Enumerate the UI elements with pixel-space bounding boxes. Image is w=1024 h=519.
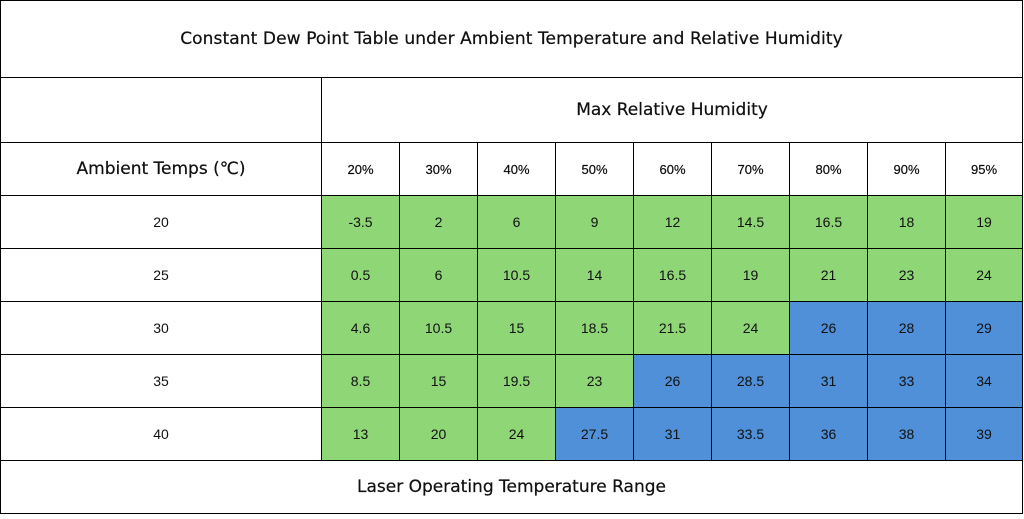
dew-point-cell: -3.5 bbox=[321, 195, 400, 249]
dew-point-cell: 26 bbox=[789, 301, 868, 355]
ambient-temp-cell: 35 bbox=[0, 354, 322, 408]
dew-point-cell: 14.5 bbox=[711, 195, 790, 249]
humidity-header-row: Max Relative Humidity bbox=[0, 77, 1023, 143]
dew-point-cell: 21 bbox=[789, 248, 868, 302]
table-row: 35 8.5 15 19.5 23 26 28.5 31 33 34 bbox=[0, 354, 1023, 408]
dew-point-cell: 16.5 bbox=[633, 248, 712, 302]
humidity-columns-row: Ambient Temps (℃) 20% 30% 40% 50% 60% 70% 80% 9… bbox=[0, 142, 1023, 196]
dew-point-cell: 18.5 bbox=[555, 301, 634, 355]
dew-point-cell: 15 bbox=[399, 354, 478, 408]
dew-point-cell: 27.5 bbox=[555, 407, 634, 461]
humidity-column-header: 80% bbox=[789, 142, 868, 196]
dew-point-cell: 6 bbox=[399, 248, 478, 302]
humidity-column-header: 50% bbox=[555, 142, 634, 196]
ambient-temp-cell: 30 bbox=[0, 301, 322, 355]
dew-point-cell: 26 bbox=[633, 354, 712, 408]
dew-point-cell: 36 bbox=[789, 407, 868, 461]
table-row: 40 13 20 24 27.5 31 33.5 36 38 39 bbox=[0, 407, 1023, 461]
table-footer: Laser Operating Temperature Range bbox=[0, 460, 1023, 514]
footer-row: Laser Operating Temperature Range bbox=[0, 460, 1023, 514]
dew-point-cell: 39 bbox=[945, 407, 1023, 461]
dew-point-cell: 16.5 bbox=[789, 195, 868, 249]
dew-point-cell: 23 bbox=[867, 248, 946, 302]
dew-point-cell: 34 bbox=[945, 354, 1023, 408]
dew-point-cell: 0.5 bbox=[321, 248, 400, 302]
table-title: Constant Dew Point Table under Ambient T… bbox=[0, 0, 1023, 78]
ambient-temp-cell: 40 bbox=[0, 407, 322, 461]
dew-point-cell: 4.6 bbox=[321, 301, 400, 355]
dew-point-cell: 24 bbox=[477, 407, 556, 461]
dew-point-cell: 28 bbox=[867, 301, 946, 355]
title-row: Constant Dew Point Table under Ambient T… bbox=[0, 0, 1023, 78]
humidity-column-header: 90% bbox=[867, 142, 946, 196]
dew-point-cell: 31 bbox=[633, 407, 712, 461]
dew-point-cell: 20 bbox=[399, 407, 478, 461]
dew-point-cell: 9 bbox=[555, 195, 634, 249]
dew-point-cell: 38 bbox=[867, 407, 946, 461]
humidity-column-header: 40% bbox=[477, 142, 556, 196]
empty-corner-cell bbox=[0, 77, 322, 143]
dew-point-cell: 24 bbox=[945, 248, 1023, 302]
ambient-temp-cell: 25 bbox=[0, 248, 322, 302]
dew-point-cell: 19 bbox=[711, 248, 790, 302]
dew-point-cell: 31 bbox=[789, 354, 868, 408]
table-row: 30 4.6 10.5 15 18.5 21.5 24 26 28 29 bbox=[0, 301, 1023, 355]
dew-point-cell: 10.5 bbox=[477, 248, 556, 302]
table-row: 25 0.5 6 10.5 14 16.5 19 21 23 24 bbox=[0, 248, 1023, 302]
dew-point-cell: 14 bbox=[555, 248, 634, 302]
dew-point-cell: 29 bbox=[945, 301, 1023, 355]
dew-point-cell: 21.5 bbox=[633, 301, 712, 355]
dew-point-cell: 33 bbox=[867, 354, 946, 408]
dew-point-cell: 23 bbox=[555, 354, 634, 408]
dew-point-cell: 18 bbox=[867, 195, 946, 249]
humidity-column-header: 60% bbox=[633, 142, 712, 196]
humidity-column-header: 30% bbox=[399, 142, 478, 196]
dew-point-cell: 10.5 bbox=[399, 301, 478, 355]
dew-point-cell: 12 bbox=[633, 195, 712, 249]
dew-point-cell: 6 bbox=[477, 195, 556, 249]
humidity-column-header: 70% bbox=[711, 142, 790, 196]
table-row: 20 -3.5 2 6 9 12 14.5 16.5 18 19 bbox=[0, 195, 1023, 249]
dew-point-cell: 15 bbox=[477, 301, 556, 355]
dew-point-cell: 19 bbox=[945, 195, 1023, 249]
ambient-temps-header: Ambient Temps (℃) bbox=[0, 142, 322, 196]
dew-point-cell: 28.5 bbox=[711, 354, 790, 408]
dew-point-cell: 24 bbox=[711, 301, 790, 355]
humidity-header: Max Relative Humidity bbox=[321, 77, 1023, 143]
humidity-column-header: 95% bbox=[945, 142, 1023, 196]
dew-point-cell: 2 bbox=[399, 195, 478, 249]
dew-point-cell: 33.5 bbox=[711, 407, 790, 461]
dew-point-cell: 8.5 bbox=[321, 354, 400, 408]
dew-point-cell: 13 bbox=[321, 407, 400, 461]
ambient-temp-cell: 20 bbox=[0, 195, 322, 249]
humidity-column-header: 20% bbox=[321, 142, 400, 196]
dew-point-cell: 19.5 bbox=[477, 354, 556, 408]
